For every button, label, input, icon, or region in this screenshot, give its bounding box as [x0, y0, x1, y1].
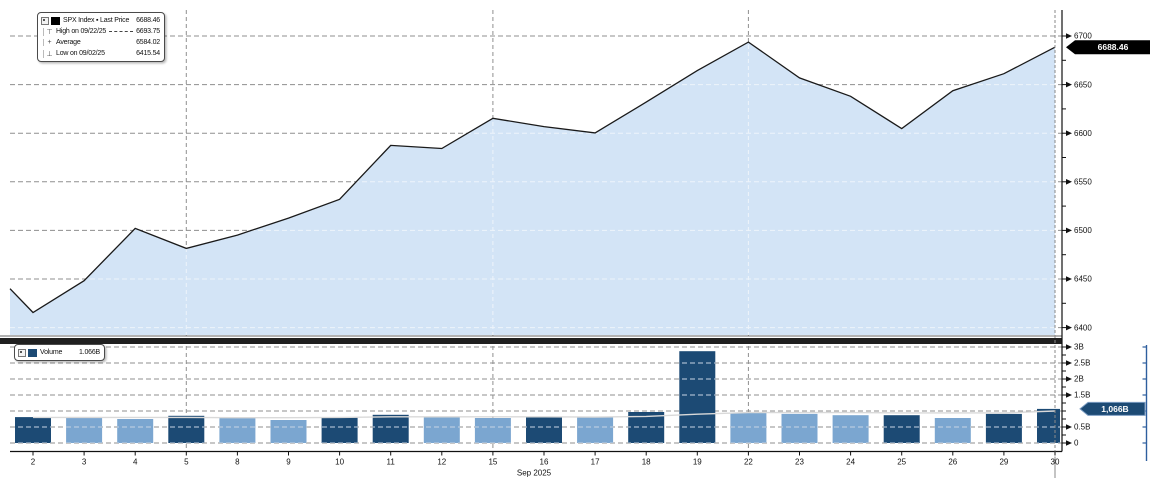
svg-text:23: 23	[795, 458, 804, 467]
price-area-series	[9, 41, 1056, 335]
low-label: Low on 09/02/25	[56, 50, 105, 57]
svg-text:6450: 6450	[1074, 275, 1092, 284]
volume-bar-17	[577, 417, 614, 443]
volume-bar-19	[679, 351, 716, 443]
volume-bar-5	[168, 415, 205, 443]
volume-bar-9	[270, 420, 307, 443]
volume-expand-icon[interactable]	[18, 348, 26, 357]
volume-bar-11	[372, 414, 409, 443]
average-label: Average	[56, 39, 81, 46]
svg-text:2B: 2B	[1074, 375, 1084, 384]
high-value: 6693.75	[136, 28, 160, 35]
svg-text:6688.46: 6688.46	[1098, 42, 1129, 52]
volume-average-line	[33, 410, 1056, 419]
svg-text:17: 17	[591, 458, 600, 467]
volume-bar-8	[219, 418, 256, 443]
svg-text:6650: 6650	[1074, 80, 1092, 89]
svg-text:0: 0	[1074, 439, 1079, 448]
volume-bar-25	[883, 415, 920, 443]
average-marker-icon: +	[43, 39, 55, 46]
volume-axis-labels: 3B 2.5B 2B 1.5B 0.5B 0	[1062, 343, 1090, 448]
legend-row-high[interactable]: ⊤ High on 09/22/25 6693.75	[41, 26, 160, 37]
volume-bar-23	[781, 413, 818, 443]
last-price-value: 6688.46	[136, 17, 160, 24]
svg-text:6600: 6600	[1074, 129, 1092, 138]
legend-row-average[interactable]: + Average 6584.02	[41, 37, 160, 48]
low-marker-icon: ⊥	[43, 49, 55, 58]
svg-text:24: 24	[846, 458, 855, 467]
x-axis-labels: 2 3 4 5 8 9 10 11 12 15 16 17 18 19 22 23 24 25 26 29 30Sep …	[31, 451, 1060, 478]
volume-bar-30	[1037, 408, 1060, 443]
series-label: SPX Index ▪ Last Price	[63, 17, 130, 24]
legend-row-volume[interactable]: Volume 1.066B	[18, 347, 100, 358]
svg-text:6550: 6550	[1074, 178, 1092, 187]
svg-text:4: 4	[133, 458, 138, 467]
svg-text:8: 8	[235, 458, 240, 467]
volume-bar-26	[934, 418, 971, 443]
svg-text:22: 22	[744, 458, 753, 467]
volume-legend-box[interactable]: Volume 1.066B	[14, 344, 105, 361]
volume-bar-29	[985, 413, 1022, 443]
last-volume-badge: 1,066B	[1079, 401, 1146, 416]
svg-text:5: 5	[184, 458, 189, 467]
svg-text:3: 3	[82, 458, 87, 467]
volume-value: 1.066B	[79, 349, 100, 356]
volume-bar-16	[526, 417, 562, 443]
volume-bar-10	[321, 417, 358, 443]
high-line-sample	[109, 31, 134, 32]
volume-bar-3	[66, 418, 103, 443]
svg-text:6400: 6400	[1074, 323, 1092, 332]
low-value: 6415.54	[136, 50, 160, 57]
svg-text:19: 19	[693, 458, 702, 467]
high-marker-icon: ⊤	[43, 27, 55, 36]
volume-bar-12	[423, 417, 460, 443]
volume-bar-24	[832, 415, 869, 443]
svg-text:15: 15	[488, 458, 497, 467]
volume-bar-2	[15, 417, 51, 443]
volume-bars	[15, 351, 1060, 444]
svg-text:10: 10	[335, 458, 344, 467]
x-axis-caption: Sep 2025	[517, 469, 552, 478]
svg-text:26: 26	[948, 458, 957, 467]
svg-text:0.5B: 0.5B	[1074, 423, 1090, 432]
svg-text:2.5B: 2.5B	[1074, 359, 1090, 368]
svg-text:29: 29	[999, 458, 1008, 467]
price-legend-box[interactable]: SPX Index ▪ Last Price 6688.46 ⊤ High on…	[37, 12, 165, 62]
svg-text:1.5B: 1.5B	[1074, 391, 1090, 400]
svg-text:18: 18	[642, 458, 651, 467]
svg-text:2: 2	[31, 458, 36, 467]
legend-expand-icon[interactable]	[41, 16, 49, 25]
svg-text:6500: 6500	[1074, 226, 1092, 235]
price-axis-labels: 6700 6650 6600 6550 6500 6450 6400	[1062, 32, 1092, 332]
svg-text:3B: 3B	[1074, 343, 1084, 352]
legend-row-last-price[interactable]: SPX Index ▪ Last Price 6688.46	[41, 15, 160, 26]
svg-text:1,066B: 1,066B	[1101, 404, 1128, 414]
svg-text:6700: 6700	[1074, 32, 1092, 41]
svg-text:25: 25	[897, 458, 906, 467]
volume-label: Volume	[40, 349, 63, 356]
high-label: High on 09/22/25	[56, 28, 107, 35]
volume-axis-bracket	[1142, 345, 1148, 461]
volume-bar-15	[474, 418, 511, 443]
volume-average	[33, 410, 1056, 419]
panel-separator	[0, 335, 1062, 344]
series-swatch-icon	[51, 16, 60, 25]
volume-bar-22	[730, 412, 767, 443]
svg-text:12: 12	[437, 458, 446, 467]
average-value: 6584.02	[136, 39, 160, 46]
svg-text:16: 16	[540, 458, 549, 467]
last-price-badge: 6688.46	[1066, 40, 1150, 55]
volume-swatch-icon	[28, 348, 37, 357]
legend-row-low[interactable]: ⊥ Low on 09/02/25 6415.54	[41, 48, 160, 59]
volume-bar-4	[117, 419, 154, 443]
svg-text:9: 9	[286, 458, 291, 467]
svg-text:11: 11	[387, 458, 396, 467]
